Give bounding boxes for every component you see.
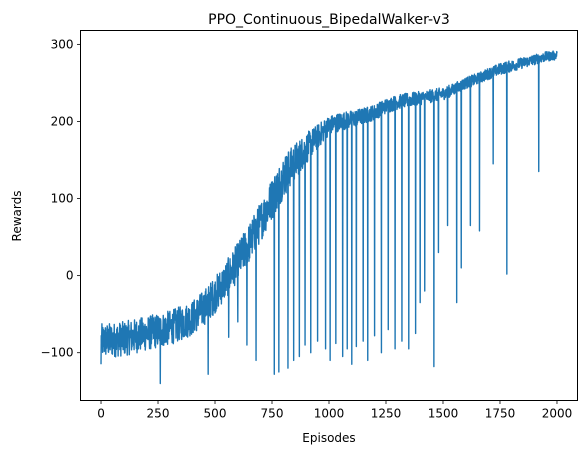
- plot-layer: [100, 50, 558, 385]
- x-tick-label: 0: [97, 407, 105, 421]
- x-tick-label: 1250: [371, 407, 402, 421]
- y-tick-label: −100: [41, 346, 74, 360]
- x-tick-label: 750: [261, 407, 284, 421]
- y-tick-label: 100: [51, 192, 74, 206]
- x-tick-label: 1500: [428, 407, 459, 421]
- x-tick-label: 2000: [542, 407, 573, 421]
- chart-title: PPO_Continuous_BipedalWalker-v3: [208, 12, 450, 28]
- y-tick-label: 0: [66, 269, 74, 283]
- x-tick-label: 250: [147, 407, 170, 421]
- x-tick-label: 1750: [485, 407, 516, 421]
- rewards-line: [100, 50, 558, 385]
- x-axis-label: Episodes: [302, 431, 355, 445]
- y-tick-label: 200: [51, 114, 74, 128]
- x-tick-label: 1000: [314, 407, 345, 421]
- x-axis-ticks: 0 250 500 750 1000 1250 1500 1750 2000: [97, 400, 573, 421]
- x-tick-label: 500: [204, 407, 227, 421]
- y-tick-label: 300: [51, 37, 74, 51]
- y-axis-label: Rewards: [10, 191, 24, 242]
- y-axis-ticks: −100 0 100 200 300: [41, 37, 81, 360]
